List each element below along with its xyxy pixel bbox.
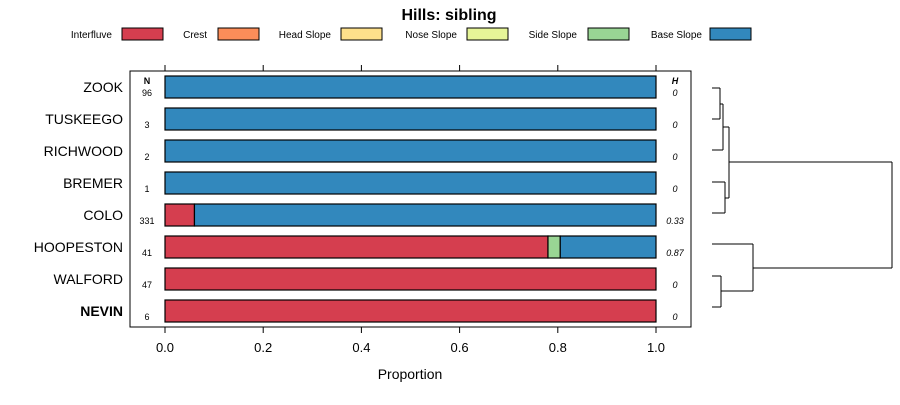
n-value-bremer: 1 [144, 184, 149, 194]
x-tick-label: 0.8 [549, 340, 567, 355]
legend-swatch-nose-slope [466, 27, 509, 41]
n-value-nevin: 6 [144, 312, 149, 322]
h-column-header: H [672, 76, 679, 86]
category-label-nevin: NEVIN [80, 303, 123, 319]
legend-swatch-crest [217, 27, 260, 41]
category-label-richwood: RICHWOOD [44, 143, 123, 159]
category-label-colo: COLO [83, 207, 123, 223]
bar-segment-hoopeston-base-slope [559, 235, 657, 259]
n-value-colo: 331 [139, 216, 154, 226]
x-tick-label: 0.0 [156, 340, 174, 355]
h-value-bremer: 0 [672, 184, 677, 194]
legend-label-interfluve: Interfluve [71, 30, 113, 41]
bar-segment-colo-interfluve [164, 203, 196, 227]
category-label-bremer: BREMER [63, 175, 123, 191]
x-tick-label: 0.6 [451, 340, 469, 355]
bar-segment-tuskeego-base-slope [164, 107, 657, 131]
bar-segment-bremer-base-slope [164, 171, 657, 195]
n-column-header: N [144, 76, 151, 86]
x-tick-label: 0.4 [352, 340, 370, 355]
category-label-hoopeston: HOOPESTON [34, 239, 123, 255]
legend-swatch-base-slope [709, 27, 752, 41]
plot-area: 0.0 0.2 0.4 0.6 0.8 1.0 N H ZOOK 96 0 TUSKEEGO 3 0 RIC… [34, 65, 692, 355]
h-value-tuskeego: 0 [672, 120, 677, 130]
bar-segment-hoopeston-interfluve [164, 235, 549, 259]
chart-title: Hills: sibling [401, 7, 496, 24]
h-value-colo: 0.33 [666, 216, 684, 226]
n-value-walford: 47 [142, 280, 152, 290]
bar-segment-walford-interfluve [164, 267, 657, 291]
n-value-zook: 96 [142, 88, 152, 98]
plot-frame [129, 70, 692, 328]
category-label-zook: ZOOK [83, 79, 123, 95]
h-value-walford: 0 [672, 280, 677, 290]
legend-label-crest: Crest [183, 30, 207, 41]
legend-swatch-side-slope [587, 27, 630, 41]
h-value-nevin: 0 [672, 312, 677, 322]
x-tick-label: 0.2 [254, 340, 272, 355]
legend: Interfluve Crest Head Slope Nose Slope Side … [71, 27, 752, 41]
x-tick-label: 1.0 [647, 340, 665, 355]
legend-swatch-head-slope [340, 27, 383, 41]
bar-segment-zook-base-slope [164, 75, 657, 99]
legend-label-nose-slope: Nose Slope [405, 30, 457, 41]
bar-segment-colo-base-slope [193, 203, 657, 227]
h-value-zook: 0 [672, 88, 677, 98]
legend-label-side-slope: Side Slope [529, 30, 578, 41]
bar-segment-nevin-interfluve [164, 299, 657, 323]
legend-swatch-interfluve [121, 27, 164, 41]
h-value-hoopeston: 0.87 [666, 248, 685, 258]
category-label-walford: WALFORD [54, 271, 123, 287]
legend-label-head-slope: Head Slope [279, 30, 332, 41]
bar-segment-richwood-base-slope [164, 139, 657, 163]
legend-label-base-slope: Base Slope [651, 30, 703, 41]
h-value-richwood: 0 [672, 152, 677, 162]
n-value-hoopeston: 41 [142, 248, 152, 258]
dendrogram [712, 87, 893, 308]
category-label-tuskeego: TUSKEEGO [45, 111, 123, 127]
n-value-richwood: 2 [144, 152, 149, 162]
n-value-tuskeego: 3 [144, 120, 149, 130]
bar-segment-hoopeston-side-slope [547, 235, 561, 259]
x-axis-label: Proportion [378, 366, 443, 382]
